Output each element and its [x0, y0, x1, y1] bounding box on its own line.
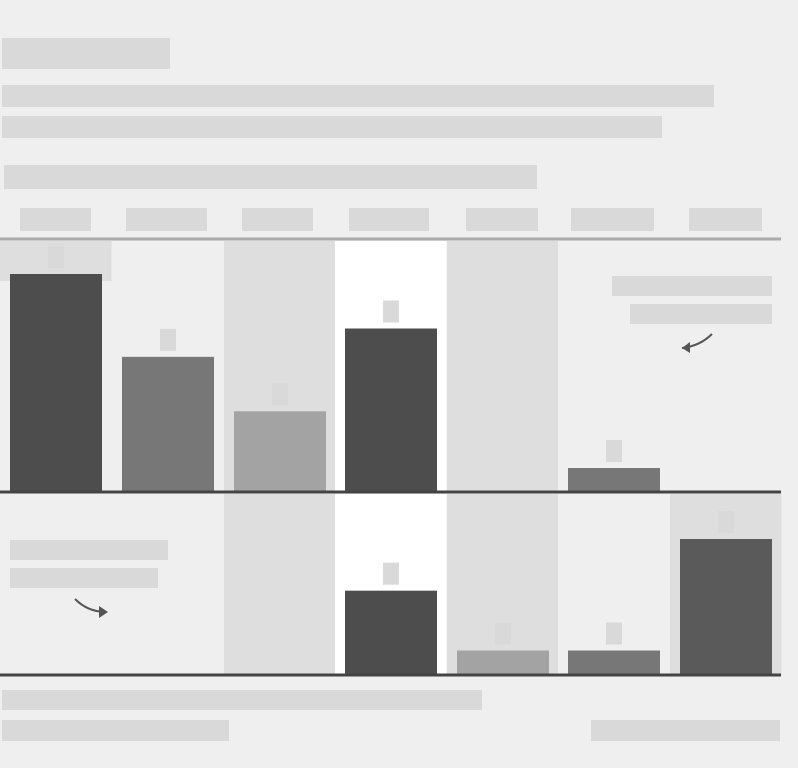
bar — [568, 650, 660, 675]
bar-value-label — [718, 511, 734, 533]
category-label-block — [349, 208, 429, 231]
category-labels — [20, 208, 762, 231]
bar-value-label — [383, 562, 399, 585]
annotation-lower-left-arrowhead — [99, 606, 108, 618]
bar — [345, 590, 437, 675]
bar — [122, 356, 214, 492]
subtitle-line-1-block — [2, 85, 714, 107]
bar-value-label — [606, 440, 622, 463]
bar — [457, 650, 549, 675]
annotation-upper-right-line-1-block — [612, 276, 772, 296]
page-title-block — [2, 38, 170, 69]
annotation-upper-right-arrowhead — [682, 342, 690, 353]
footer-credit-block — [591, 720, 780, 741]
footer-note-block — [2, 690, 482, 710]
bar — [10, 274, 102, 492]
bars-group — [10, 246, 772, 675]
category-label-block — [20, 208, 91, 231]
bar-value-label — [272, 383, 288, 406]
category-label-block — [126, 208, 207, 231]
column-band — [558, 494, 670, 675]
bar — [234, 411, 326, 492]
bar — [568, 468, 660, 492]
bar — [345, 328, 437, 492]
column-band — [447, 494, 559, 675]
bar-value-label — [495, 622, 511, 645]
bar — [680, 539, 772, 675]
category-label-block — [242, 208, 313, 231]
bar-value-label — [606, 622, 622, 645]
footer-source-block — [2, 720, 229, 741]
bar-value-label — [160, 328, 176, 351]
annotation-upper-right-line-2-block — [630, 304, 772, 324]
chart-title-block — [4, 165, 537, 189]
category-label-block — [689, 208, 762, 231]
bar-value-label — [383, 300, 399, 323]
annotation-lower-left-line-2-block — [10, 568, 158, 588]
column-band — [447, 241, 559, 492]
annotation-lower-left-line-1-block — [10, 540, 168, 560]
bar-value-label — [48, 246, 64, 268]
subtitle-line-2-block — [2, 116, 662, 138]
category-label-block — [571, 208, 654, 231]
column-band — [224, 494, 336, 675]
category-label-block — [466, 208, 538, 231]
